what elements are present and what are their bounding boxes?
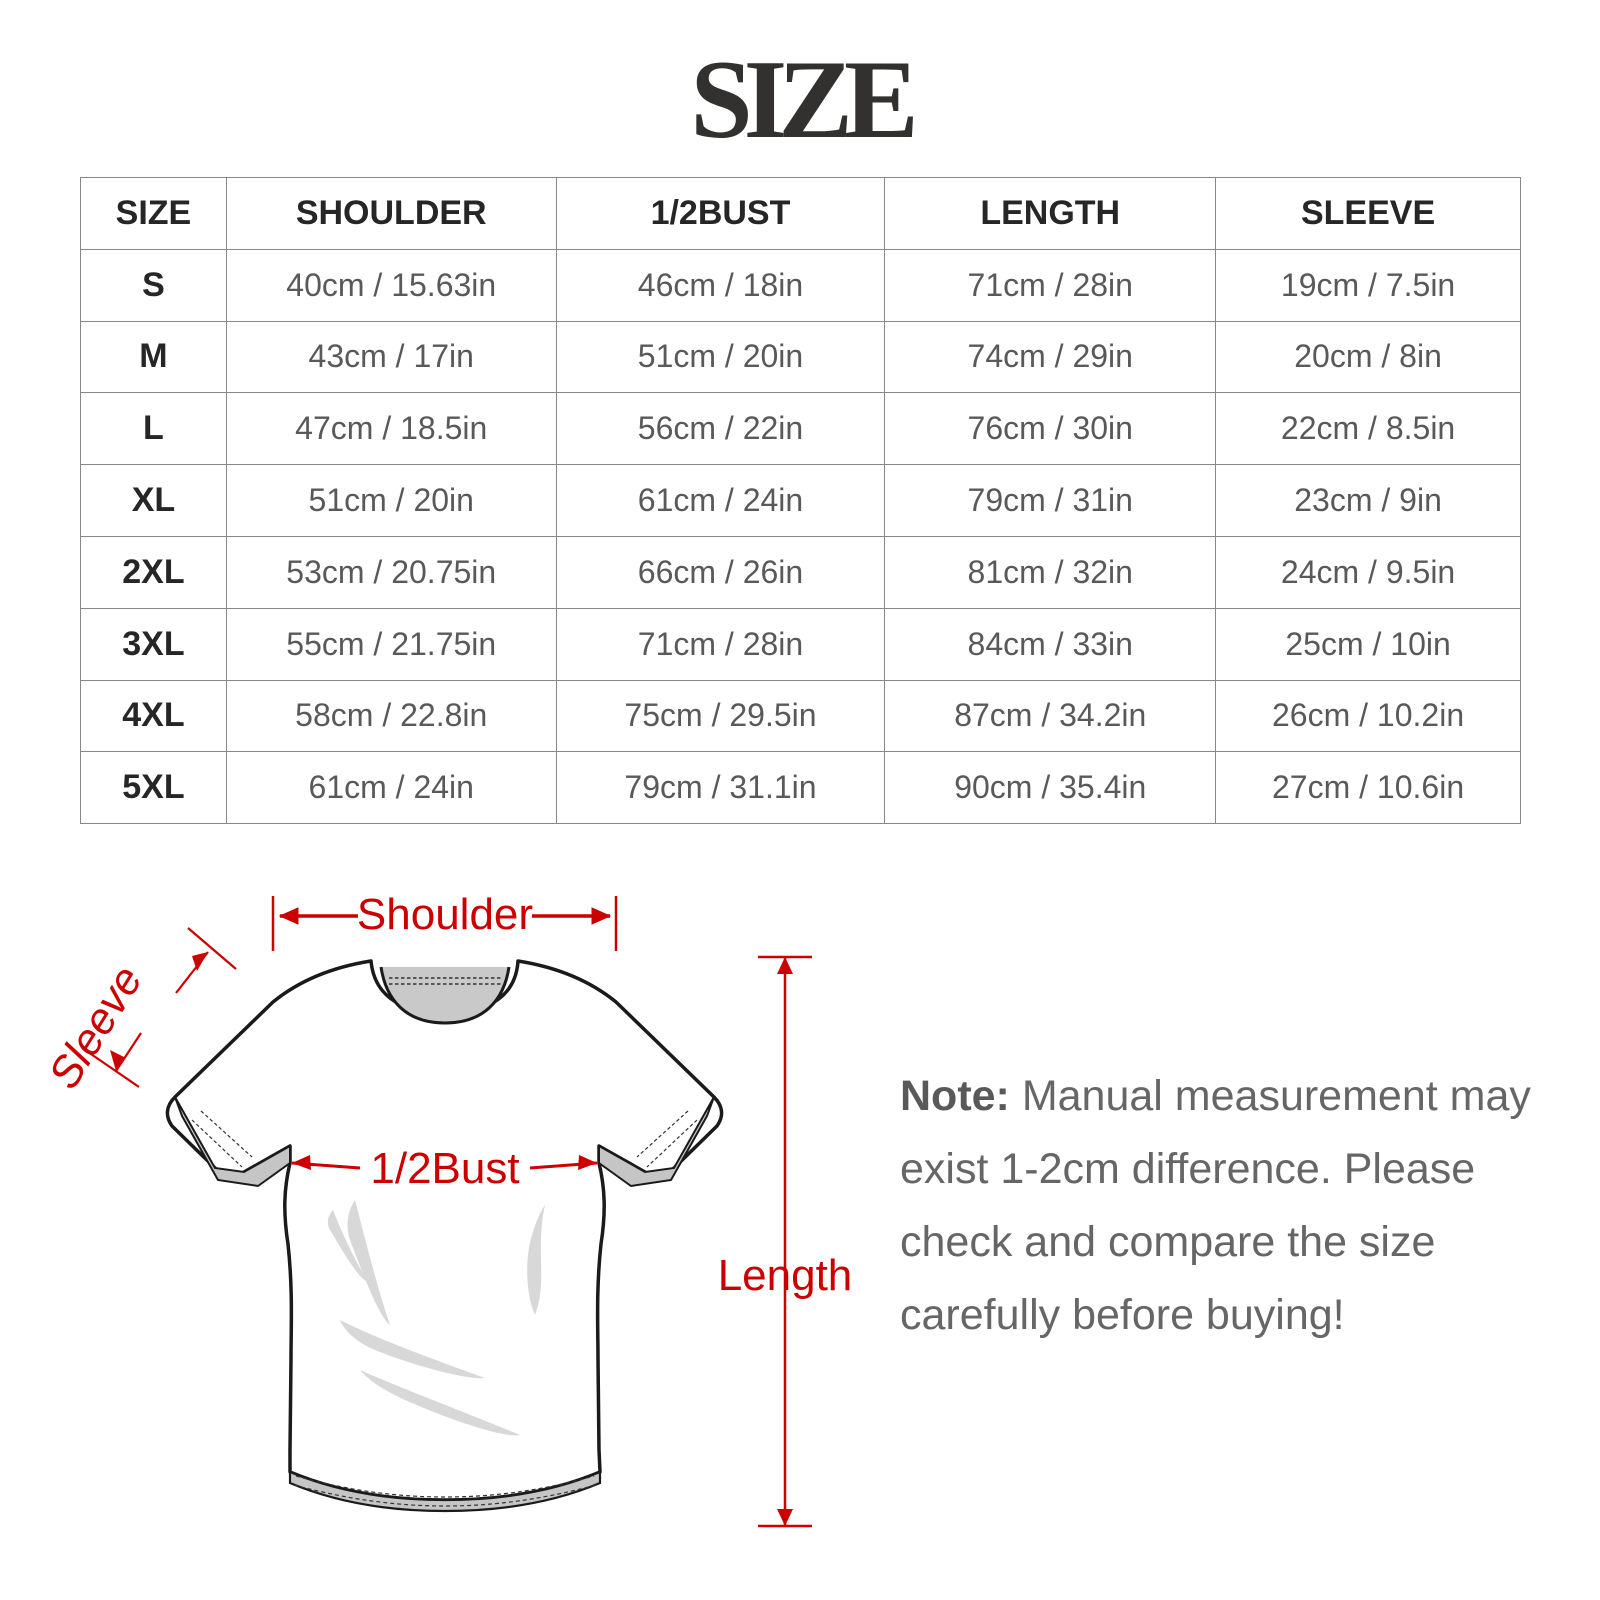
svg-text:Shoulder: Shoulder — [357, 890, 533, 939]
svg-text:1/2Bust: 1/2Bust — [370, 1144, 519, 1193]
svg-text:Sleeve: Sleeve — [39, 957, 152, 1097]
svg-text:Length: Length — [718, 1251, 853, 1300]
